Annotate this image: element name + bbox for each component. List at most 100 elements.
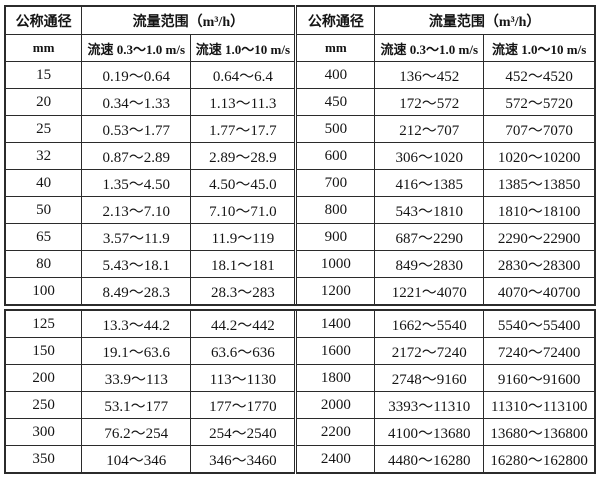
flow-low-range-cell: 2172～7240 [374, 337, 485, 365]
flow-high-range-cell: 1020～10200 [483, 142, 596, 170]
flow-high-range-cell: 16280～162800 [483, 445, 596, 474]
diameter-cell: 450 [294, 88, 376, 116]
low-speed-header-right: 流速 0.3～1.0 m/s [374, 34, 485, 62]
flow-high-range-cell: 177～1770 [190, 391, 297, 419]
diameter-cell: 1000 [294, 250, 376, 278]
low-speed-header-left: 流速 0.3～1.0 m/s [81, 34, 192, 62]
flow-low-range-cell: 3.57～11.9 [81, 223, 192, 251]
table-row: 20 0.34～1.33 1.13～11.3 450 172～572 572～5720 [4, 88, 596, 116]
flow-low-range-cell: 212～707 [374, 115, 485, 143]
flow-low-range-cell: 172～572 [374, 88, 485, 116]
flow-high-range-cell: 28.3～283 [190, 277, 297, 308]
diameter-cell: 250 [4, 391, 83, 419]
diameter-cell: 2400 [294, 445, 376, 474]
diameter-cell: 2000 [294, 391, 376, 419]
flow-high-range-cell: 1.77～17.7 [190, 115, 297, 143]
diameter-cell: 1400 [294, 304, 376, 338]
flow-high-range-cell: 2290～22900 [483, 223, 596, 251]
table-row: 350 104～346 346～3460 2400 4480～16280 16280～16… [4, 445, 596, 474]
flow-high-range-cell: 9160～91600 [483, 364, 596, 392]
flow-low-range-cell: 8.49～28.3 [81, 277, 192, 308]
diameter-cell: 150 [4, 337, 83, 365]
diameter-cell: 125 [4, 304, 83, 338]
flow-high-range-cell: 13680～136800 [483, 418, 596, 446]
flow-high-range-cell: 452～4520 [483, 61, 596, 89]
flow-low-range-cell: 4480～16280 [374, 445, 485, 474]
flow-range-header-right: 流量范围（m³/h） [374, 5, 596, 35]
diameter-cell: 700 [294, 169, 376, 197]
flow-high-range-cell: 44.2～442 [190, 304, 297, 338]
table-row: 150 19.1～63.6 63.6～636 1600 2172～7240 7240～72… [4, 337, 596, 365]
flow-high-range-cell: 707～7070 [483, 115, 596, 143]
flow-low-range-cell: 0.19～0.64 [81, 61, 192, 89]
diameter-cell: 2200 [294, 418, 376, 446]
diameter-cell: 1800 [294, 364, 376, 392]
diameter-cell: 800 [294, 196, 376, 224]
diameter-cell: 20 [4, 88, 83, 116]
diameter-header-right: 公称通径 [294, 5, 376, 35]
unit-header-right: mm [294, 34, 376, 62]
flow-high-range-cell: 1.13～11.3 [190, 88, 297, 116]
diameter-cell: 100 [4, 277, 83, 308]
flow-low-range-cell: 306～1020 [374, 142, 485, 170]
diameter-cell: 900 [294, 223, 376, 251]
flow-high-range-cell: 572～5720 [483, 88, 596, 116]
high-speed-header-left: 流速 1.0～10 m/s [190, 34, 297, 62]
flow-high-range-cell: 2.89～28.9 [190, 142, 297, 170]
diameter-cell: 65 [4, 223, 83, 251]
diameter-cell: 25 [4, 115, 83, 143]
diameter-cell: 300 [4, 418, 83, 446]
flow-low-range-cell: 136～452 [374, 61, 485, 89]
flow-low-range-cell: 53.1～177 [81, 391, 192, 419]
diameter-cell: 600 [294, 142, 376, 170]
flow-low-range-cell: 4100～13680 [374, 418, 485, 446]
flow-low-range-cell: 13.3～44.2 [81, 304, 192, 338]
flow-low-range-cell: 0.87～2.89 [81, 142, 192, 170]
diameter-cell: 40 [4, 169, 83, 197]
table-row: 200 33.9～113 113～1130 1800 2748～9160 9160～916… [4, 364, 596, 392]
table-row: 100 8.49～28.3 28.3～283 1200 1221～4070 4070～40… [4, 277, 596, 308]
flow-range-header-left: 流量范围（m³/h） [81, 5, 297, 35]
diameter-cell: 400 [294, 61, 376, 89]
diameter-header-left: 公称通径 [4, 5, 83, 35]
table-row: 25 0.53～1.77 1.77～17.7 500 212～707 707～7070 [4, 115, 596, 143]
flow-low-range-cell: 0.34～1.33 [81, 88, 192, 116]
flow-high-range-cell: 113～1130 [190, 364, 297, 392]
flow-high-range-cell: 254～2540 [190, 418, 297, 446]
flow-low-range-cell: 76.2～254 [81, 418, 192, 446]
diameter-cell: 15 [4, 61, 83, 89]
flow-high-range-cell: 63.6～636 [190, 337, 297, 365]
flow-low-range-cell: 849～2830 [374, 250, 485, 278]
flow-high-range-cell: 11.9～119 [190, 223, 297, 251]
flow-high-range-cell: 4.50～45.0 [190, 169, 297, 197]
flow-low-range-cell: 543～1810 [374, 196, 485, 224]
high-speed-header-right: 流速 1.0～10 m/s [483, 34, 596, 62]
flow-high-range-cell: 7240～72400 [483, 337, 596, 365]
flow-low-range-cell: 687～2290 [374, 223, 485, 251]
flow-range-table: 公称通径 流量范围（m³/h） 公称通径 流量范围（m³/h） mm 流速 0.… [4, 5, 596, 474]
diameter-cell: 80 [4, 250, 83, 278]
flow-low-range-cell: 5.43～18.1 [81, 250, 192, 278]
table-row: 15 0.19～0.64 0.64～6.4 400 136～452 452～4520 [4, 61, 596, 89]
header-row-speed: mm 流速 0.3～1.0 m/s 流速 1.0～10 m/s mm 流速 0.… [4, 34, 596, 62]
diameter-cell: 50 [4, 196, 83, 224]
table-row: 125 13.3～44.2 44.2～442 1400 1662～5540 5540～55… [4, 304, 596, 338]
flow-high-range-cell: 4070～40700 [483, 277, 596, 308]
table-header: 公称通径 流量范围（m³/h） 公称通径 流量范围（m³/h） mm 流速 0.… [4, 5, 596, 62]
flow-low-range-cell: 19.1～63.6 [81, 337, 192, 365]
table-row: 40 1.35～4.50 4.50～45.0 700 416～1385 1385～1385… [4, 169, 596, 197]
table-row: 80 5.43～18.1 18.1～181 1000 849～2830 2830～2830… [4, 250, 596, 278]
diameter-cell: 350 [4, 445, 83, 474]
diameter-cell: 32 [4, 142, 83, 170]
flow-high-range-cell: 11310～113100 [483, 391, 596, 419]
flow-low-range-cell: 33.9～113 [81, 364, 192, 392]
flow-high-range-cell: 346～3460 [190, 445, 297, 474]
table-row: 32 0.87～2.89 2.89～28.9 600 306～1020 1020～1020… [4, 142, 596, 170]
header-row-top: 公称通径 流量范围（m³/h） 公称通径 流量范围（m³/h） [4, 5, 596, 35]
row-group-2: 125 13.3～44.2 44.2～442 1400 1662～5540 5540～55… [4, 304, 596, 474]
flow-low-range-cell: 0.53～1.77 [81, 115, 192, 143]
flow-high-range-cell: 0.64～6.4 [190, 61, 297, 89]
flow-high-range-cell: 18.1～181 [190, 250, 297, 278]
flow-low-range-cell: 3393～11310 [374, 391, 485, 419]
